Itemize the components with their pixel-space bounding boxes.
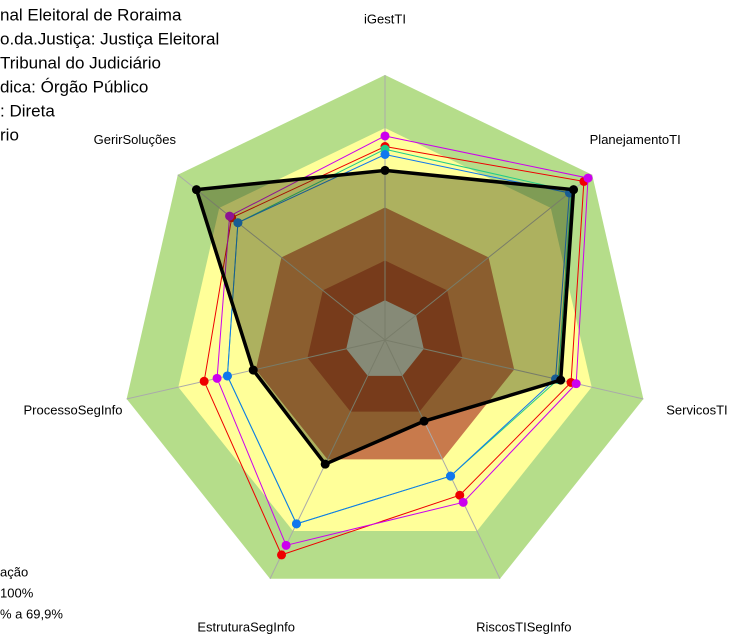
axis-label: ServicosTI bbox=[666, 403, 727, 418]
axis-label: PlanejamentoTI bbox=[590, 132, 681, 147]
header-line: rio bbox=[0, 125, 19, 144]
data-point bbox=[380, 131, 390, 141]
series-line bbox=[194, 168, 576, 467]
legend-line: 100% bbox=[0, 585, 34, 600]
data-point bbox=[446, 471, 456, 481]
axis-label: EstruturaSegInfo bbox=[197, 620, 295, 635]
data-point bbox=[380, 165, 390, 175]
series-line bbox=[216, 135, 589, 546]
axis-label: ProcessoSegInfo bbox=[24, 403, 123, 418]
axis-label: iGestTI bbox=[364, 11, 406, 26]
header-line: dica: Órgão Público bbox=[0, 77, 148, 96]
data-point bbox=[277, 550, 287, 560]
header-line: : Direta bbox=[0, 101, 55, 120]
legend-line: ação bbox=[0, 564, 28, 579]
header-line: o.da.Justiça: Justiça Eleitoral bbox=[0, 29, 219, 48]
data-point bbox=[225, 211, 235, 221]
spoke bbox=[384, 174, 593, 341]
spoke bbox=[384, 339, 644, 400]
data-point bbox=[458, 497, 468, 507]
data-point bbox=[380, 150, 390, 159]
data-point bbox=[281, 540, 291, 550]
data-point bbox=[569, 185, 579, 195]
data-point bbox=[583, 173, 593, 183]
header-line: nal Eleitoral de Roraima bbox=[0, 5, 182, 24]
data-point bbox=[212, 373, 222, 383]
data-point bbox=[191, 185, 201, 195]
header-line: Tribunal do Judiciário bbox=[0, 53, 161, 72]
series-line bbox=[226, 153, 570, 525]
axis-label: RiscosTISegInfo bbox=[476, 620, 571, 635]
data-point bbox=[233, 218, 243, 228]
spoke bbox=[177, 174, 386, 341]
spoke bbox=[384, 339, 501, 579]
axis-label: GerirSoluções bbox=[94, 132, 177, 147]
data-point bbox=[571, 379, 581, 389]
data-point bbox=[291, 519, 301, 529]
data-point bbox=[199, 376, 209, 386]
data-point bbox=[222, 371, 232, 381]
data-point bbox=[556, 375, 566, 385]
spoke bbox=[269, 339, 386, 579]
data-point bbox=[419, 416, 429, 426]
data-point bbox=[248, 365, 258, 375]
legend-line: % a 69,9% bbox=[0, 606, 63, 621]
data-point bbox=[320, 459, 330, 469]
data-point bbox=[455, 490, 465, 500]
